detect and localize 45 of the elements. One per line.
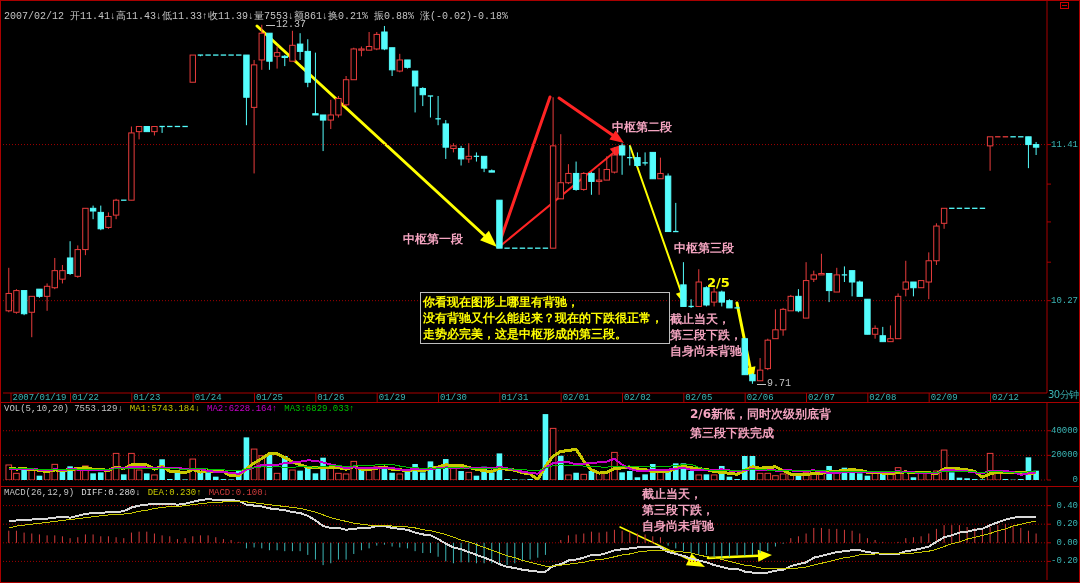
x-tick-label: 01/23 [133,393,161,403]
annotation: 截止当天，第三段下跌，自身尚未背驰 [670,311,742,360]
chart-title: MACD(26,12,9) [4,487,75,499]
y-tick-label: 0.40 [1056,500,1078,511]
text: MA1:5743.184↓ [129,403,201,415]
y-tick-label: 0.00 [1056,537,1078,548]
series-label: DEA:0.230↑ [147,487,202,499]
annotation: 中枢第二段 [612,119,672,136]
x-tick-label: 02/02 [623,393,652,403]
x-tick-label: 2007/01/19 [12,393,67,403]
x-tick-label: 01/26 [317,393,345,403]
annotation: 9.71 [767,378,792,390]
text: 30分钟 [1048,389,1079,400]
text: MACD:0.100↓ [208,487,269,499]
y-tick-label: 0 [1072,475,1078,485]
x-tick-label: 02/06 [746,393,774,403]
annotation: 2/5 [707,275,730,292]
x-tick-label: 02/01 [562,393,590,403]
x-tick-label: 01/24 [194,393,222,403]
y-tick-label: 10.27 [1050,295,1078,306]
series-label: DIFF:0.280↓ [81,487,141,499]
x-tick-label: 01/29 [378,393,406,403]
x-tick-label: 02/09 [930,393,958,403]
x-tick-label: 01/30 [439,393,468,403]
y-tick-label: 20000 [1050,450,1078,461]
text: MA3:6829.033↑ [284,403,355,415]
y-tick-label: -0.20 [1050,556,1078,567]
y-tick-label: 11.41 [1050,139,1078,150]
annotation: 你看现在图形上哪里有背驰，没有背驰又什么能起来？现在的下跌很正常，走势必完美，这是中枢形成的第三段。 [423,294,667,342]
x-tick-label: 01/25 [255,393,284,403]
annotation: 2/6新低，同时次级别底背第三段下跌完成 [690,406,832,442]
x-tick-label: 01/22 [71,393,100,403]
text: MA2:6228.164↑ [207,403,278,415]
annotation: 12.37 [276,19,306,31]
x-tick-label: 02/08 [869,393,897,403]
x-tick-label: 01/31 [501,393,529,403]
chart-title: VOL(5,10,20) 7553.129↓ [4,403,123,415]
annotation: 中枢第一段 [403,231,463,247]
y-tick-label: 40000 [1050,425,1078,436]
y-tick-label: 0.20 [1056,519,1078,530]
annotation: 截止当天，第三段下跌，自身尚未背驰 [642,486,714,534]
x-tick-label: 02/05 [685,393,713,403]
annotation: 中枢第三段 [674,240,734,256]
x-tick-label: 02/12 [991,393,1020,403]
x-tick-label: 02/07 [807,393,836,403]
